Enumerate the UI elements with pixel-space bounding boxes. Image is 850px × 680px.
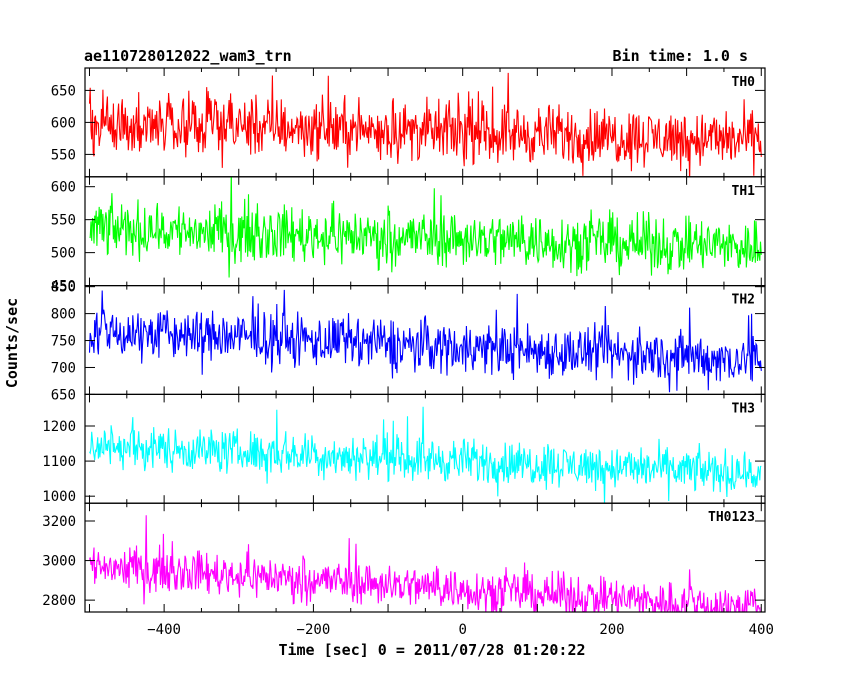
series-line-th2 — [88, 289, 762, 393]
x-tick-label: −200 — [297, 622, 331, 638]
y-tick-label: 850 — [51, 280, 76, 296]
panel-label-th3: TH3 — [732, 401, 755, 416]
y-tick-label: 3200 — [42, 514, 76, 530]
y-tick-label: 550 — [51, 147, 76, 163]
y-tick-label: 3000 — [42, 554, 76, 570]
y-tick-label: 450 — [51, 279, 76, 295]
x-tick-label: 400 — [749, 622, 774, 638]
y-tick-label: 800 — [51, 307, 76, 323]
panel-th3: 1000 1100 1200 TH3 — [42, 393, 766, 505]
y-tick-label: 1200 — [42, 419, 76, 435]
x-tick-label: −400 — [147, 622, 181, 638]
series-line-th0 — [88, 72, 762, 177]
panel-label-th0123: TH0123 — [708, 510, 755, 525]
series-line-th3 — [89, 406, 762, 504]
y-tick-label: 550 — [51, 213, 76, 229]
y-tick-label: 750 — [51, 334, 76, 350]
y-axis-label: Counts/sec — [3, 298, 21, 388]
series-line-th0123 — [88, 515, 761, 613]
y-tick-label: 600 — [51, 180, 76, 196]
title-right: Bin time: 1.0 s — [613, 47, 748, 65]
panel-frame — [84, 502, 766, 613]
y-tick-label: 500 — [51, 246, 76, 262]
x-tick-label: 0 — [458, 622, 466, 638]
x-tick-label: 200 — [599, 622, 624, 638]
x-axis: −400 −200 0 200 400 — [147, 622, 774, 638]
panels-group: 550 600 650 TH0 450 500 550 600 TH1 650 700 750 800 8… — [42, 67, 766, 613]
panel-label-th0: TH0 — [732, 75, 756, 90]
panel-th1: 450 500 550 600 TH1 — [51, 176, 766, 295]
panel-th2: 650 700 750 800 850 TH2 — [51, 280, 766, 403]
panel-label-th1: TH1 — [732, 184, 756, 199]
panel-th0123: 2800 3000 3200 TH0123 — [42, 502, 766, 613]
panel-th0: 550 600 650 TH0 — [51, 67, 766, 178]
series-line-th1 — [89, 176, 762, 278]
y-tick-label: 650 — [51, 387, 76, 403]
y-tick-label: 600 — [51, 115, 76, 131]
x-axis-label: Time [sec] 0 = 2011/07/28 01:20:22 — [278, 641, 585, 659]
panel-frame — [84, 393, 766, 504]
y-tick-label: 1000 — [42, 489, 76, 505]
y-tick-label: 1100 — [42, 454, 76, 470]
title-left: ae110728012022_wam3_trn — [84, 47, 292, 65]
y-tick-label: 700 — [51, 360, 76, 376]
y-tick-label: 2800 — [42, 593, 76, 609]
panel-label-th2: TH2 — [732, 293, 755, 308]
y-tick-label: 650 — [51, 83, 76, 99]
